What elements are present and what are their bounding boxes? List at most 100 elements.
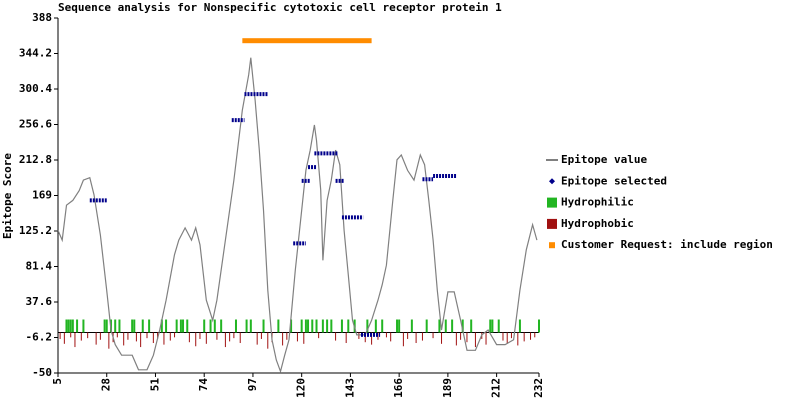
hydrophobic-bar xyxy=(296,332,298,342)
hydrophilic-bar xyxy=(262,319,265,333)
hydrophobic-bar xyxy=(59,332,61,339)
x-tick-label: 97 xyxy=(246,378,259,391)
hydrophobic-bar xyxy=(256,332,258,345)
y-tick-label: -50 xyxy=(32,366,52,379)
hydrophobic-bar xyxy=(421,332,423,341)
hydrophobic-bar xyxy=(169,332,171,341)
x-tick-label: 166 xyxy=(392,378,405,398)
hydrophobic-bar xyxy=(127,332,129,340)
hydrophobic-bar xyxy=(303,332,305,344)
hydrophobic-bar xyxy=(157,332,159,339)
hydrophobic-bar xyxy=(233,332,235,339)
hydrophobic-bar xyxy=(371,332,373,345)
hydrophobic-bar xyxy=(455,332,457,346)
hydrophilic-bar xyxy=(182,319,185,333)
hydrophobic-bar xyxy=(364,332,366,343)
hydrophilic-bar xyxy=(290,319,293,333)
hydrophobic-bar xyxy=(140,332,142,348)
x-tick-label: 120 xyxy=(295,378,308,398)
y-tick-label: 388 xyxy=(32,11,52,24)
hydrophobic-bar xyxy=(260,332,262,339)
hydrophilic-bar xyxy=(118,319,121,333)
hydrophilic-bar xyxy=(234,319,237,333)
hydrophilic-bar xyxy=(321,319,324,333)
hydrophobic-bar xyxy=(432,332,434,339)
hydrophilic-bar xyxy=(489,319,492,333)
hydrophilic-bar xyxy=(444,319,447,333)
hydrophilic-bar xyxy=(203,319,206,333)
hydrophobic-bar xyxy=(502,332,504,341)
hydrophilic-bar xyxy=(209,319,212,333)
legend-label: Hydrophilic xyxy=(561,196,634,209)
hydrophobic-bar xyxy=(239,332,241,344)
hydrophobic-bar xyxy=(63,332,65,344)
y-tick-label: 37.6 xyxy=(26,295,53,308)
hydrophobic-bar xyxy=(517,332,519,346)
legend-swatch xyxy=(547,218,557,229)
hydrophilic-bar xyxy=(347,319,350,333)
hydrophobic-bar xyxy=(441,332,443,344)
x-tick-label: 5 xyxy=(51,378,64,385)
hydrophilic-bar xyxy=(179,319,182,333)
hydrophobic-bar xyxy=(135,332,137,342)
hydrophilic-bar xyxy=(381,319,384,333)
hydrophobic-bar xyxy=(123,332,125,346)
hydrophobic-bar xyxy=(407,332,409,339)
hydrophilic-bar xyxy=(141,319,144,333)
hydrophilic-bar xyxy=(67,319,70,333)
hydrophilic-bar xyxy=(518,319,521,333)
hydrophilic-bar xyxy=(425,319,428,333)
hydrophobic-bar xyxy=(95,332,97,345)
hydrophobic-bar xyxy=(415,332,417,344)
hydrophobic-bar xyxy=(87,332,89,339)
hydrophobic-bar xyxy=(510,332,512,339)
hydrophilic-bar xyxy=(374,319,377,333)
hydrophilic-bar xyxy=(396,319,399,333)
hydrophobic-bar xyxy=(108,332,110,349)
hydrophilic-bar xyxy=(186,319,189,333)
hydrophobic-bar xyxy=(318,332,320,339)
x-tick-label: 143 xyxy=(343,378,356,398)
x-tick-label: 28 xyxy=(100,378,113,391)
hydrophilic-bar xyxy=(300,319,303,333)
legend-label: Hydrophobic xyxy=(561,217,634,230)
hydrophilic-bar xyxy=(245,319,248,333)
hydrophilic-bar xyxy=(220,319,223,333)
hydrophobic-bar xyxy=(229,332,231,342)
hydrophilic-bar xyxy=(304,319,307,333)
y-tick-label: -6.2 xyxy=(26,331,53,344)
hydrophilic-bar xyxy=(470,319,473,333)
hydrophobic-bar xyxy=(385,332,387,338)
hydrophilic-bar xyxy=(76,319,79,333)
legend-label: Epitope value xyxy=(561,153,647,166)
hydrophilic-bar xyxy=(131,319,134,333)
hydrophobic-bar xyxy=(146,332,148,339)
y-tick-label: 125.2 xyxy=(19,224,52,237)
hydrophobic-bar xyxy=(195,332,197,347)
hydrophobic-bar xyxy=(116,332,118,338)
hydrophilic-bar xyxy=(103,319,106,333)
x-tick-label: 74 xyxy=(197,378,210,392)
hydrophilic-bar xyxy=(330,319,333,333)
hydrophobic-bar xyxy=(174,332,176,338)
hydrophilic-bar xyxy=(69,319,72,333)
hydrophilic-bar xyxy=(133,319,136,333)
y-tick-label: 344.2 xyxy=(19,47,52,60)
hydrophobic-bar xyxy=(70,332,72,338)
hydrophobic-bar xyxy=(188,332,190,343)
epitope-line xyxy=(57,57,538,374)
hydrophobic-bar xyxy=(80,332,82,341)
hydrophilic-bar xyxy=(326,319,329,333)
y-axis-label: Epitope Score xyxy=(1,153,14,239)
legend-label: Epitope selected xyxy=(561,174,667,187)
legend-swatch xyxy=(549,178,555,185)
hydrophilic-bar xyxy=(175,319,178,333)
legend-label: Customer Request: include region xyxy=(561,238,773,251)
hydrophobic-bar xyxy=(199,332,201,339)
hydrophobic-bar xyxy=(335,332,337,341)
hydrophilic-bar xyxy=(538,319,540,333)
y-tick-label: 81.4 xyxy=(26,260,53,273)
hydrophobic-bar xyxy=(402,332,404,347)
hydrophobic-bar xyxy=(74,332,76,348)
